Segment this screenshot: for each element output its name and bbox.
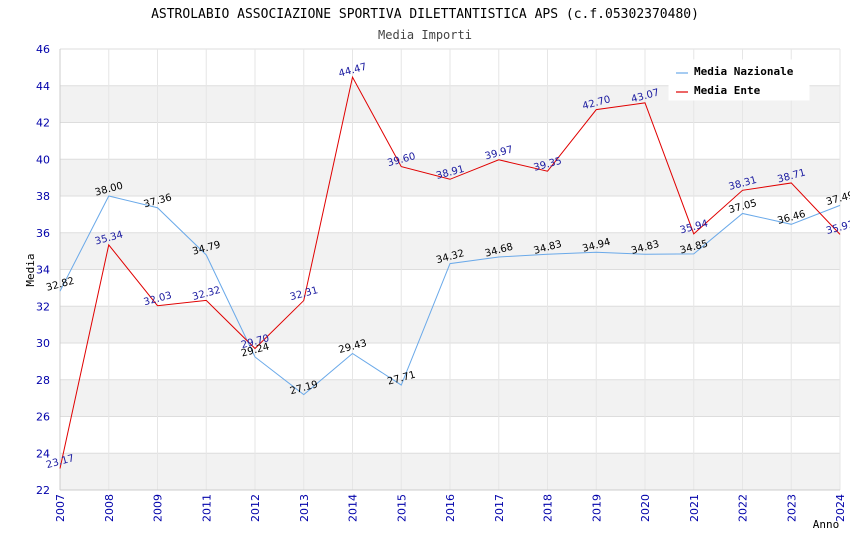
y-tick-label: 22	[36, 484, 50, 497]
x-tick-label: 2024	[834, 494, 847, 522]
chart-subtitle: Media Importi	[378, 28, 472, 42]
y-axis-ticks: 22 24 26 28 30 32 34 36 38 40 42 44 46	[36, 43, 50, 497]
y-tick-label: 36	[36, 227, 50, 240]
x-tick-label: 2021	[688, 494, 701, 522]
legend: Media Nazionale Media Ente	[668, 59, 810, 101]
y-tick-label: 44	[36, 80, 50, 93]
y-tick-label: 32	[36, 300, 50, 313]
series-line-media-ente	[59, 75, 841, 469]
legend-label-media-nazionale: Media Nazionale	[694, 65, 794, 78]
x-tick-label: 2022	[737, 494, 750, 522]
x-tick-label: 2009	[152, 494, 165, 522]
y-tick-label: 40	[36, 153, 50, 166]
x-tick-label: 2016	[444, 494, 457, 522]
chart-title: ASTROLABIO ASSOCIAZIONE SPORTIVA DILETTA…	[151, 7, 699, 22]
legend-label-media-ente: Media Ente	[694, 84, 761, 97]
x-tick-label: 2013	[298, 494, 311, 522]
grid-lines	[59, 48, 841, 491]
x-axis-label: Anno	[813, 518, 840, 531]
x-tick-label: 2014	[347, 494, 360, 522]
x-tick-label: 2020	[639, 494, 652, 522]
y-tick-label: 26	[36, 411, 50, 424]
y-tick-label: 28	[36, 374, 50, 387]
x-axis-ticks: 2007 2008 2009 2011 2012 2013 2014 2015 2016 2017…	[54, 494, 847, 522]
y-tick-label: 46	[36, 43, 50, 56]
y-tick-label: 42	[36, 117, 50, 130]
x-tick-label: 2017	[493, 494, 506, 522]
legend-box	[668, 59, 810, 101]
y-tick-label: 30	[36, 337, 50, 350]
x-tick-label: 2018	[542, 494, 555, 522]
series-lines	[59, 75, 841, 469]
series-line-media-nazionale	[59, 195, 841, 396]
y-tick-label: 24	[36, 447, 50, 460]
y-axis-label: Media	[24, 253, 37, 286]
x-tick-label: 2007	[54, 494, 67, 522]
x-tick-label: 2011	[200, 494, 213, 522]
x-tick-label: 2012	[249, 494, 262, 522]
x-tick-label: 2023	[785, 494, 798, 522]
y-tick-label: 34	[36, 264, 50, 277]
x-tick-label: 2019	[590, 494, 603, 522]
x-tick-label: 2008	[103, 494, 116, 522]
y-tick-label: 38	[36, 190, 50, 203]
x-tick-label: 2015	[395, 494, 408, 522]
